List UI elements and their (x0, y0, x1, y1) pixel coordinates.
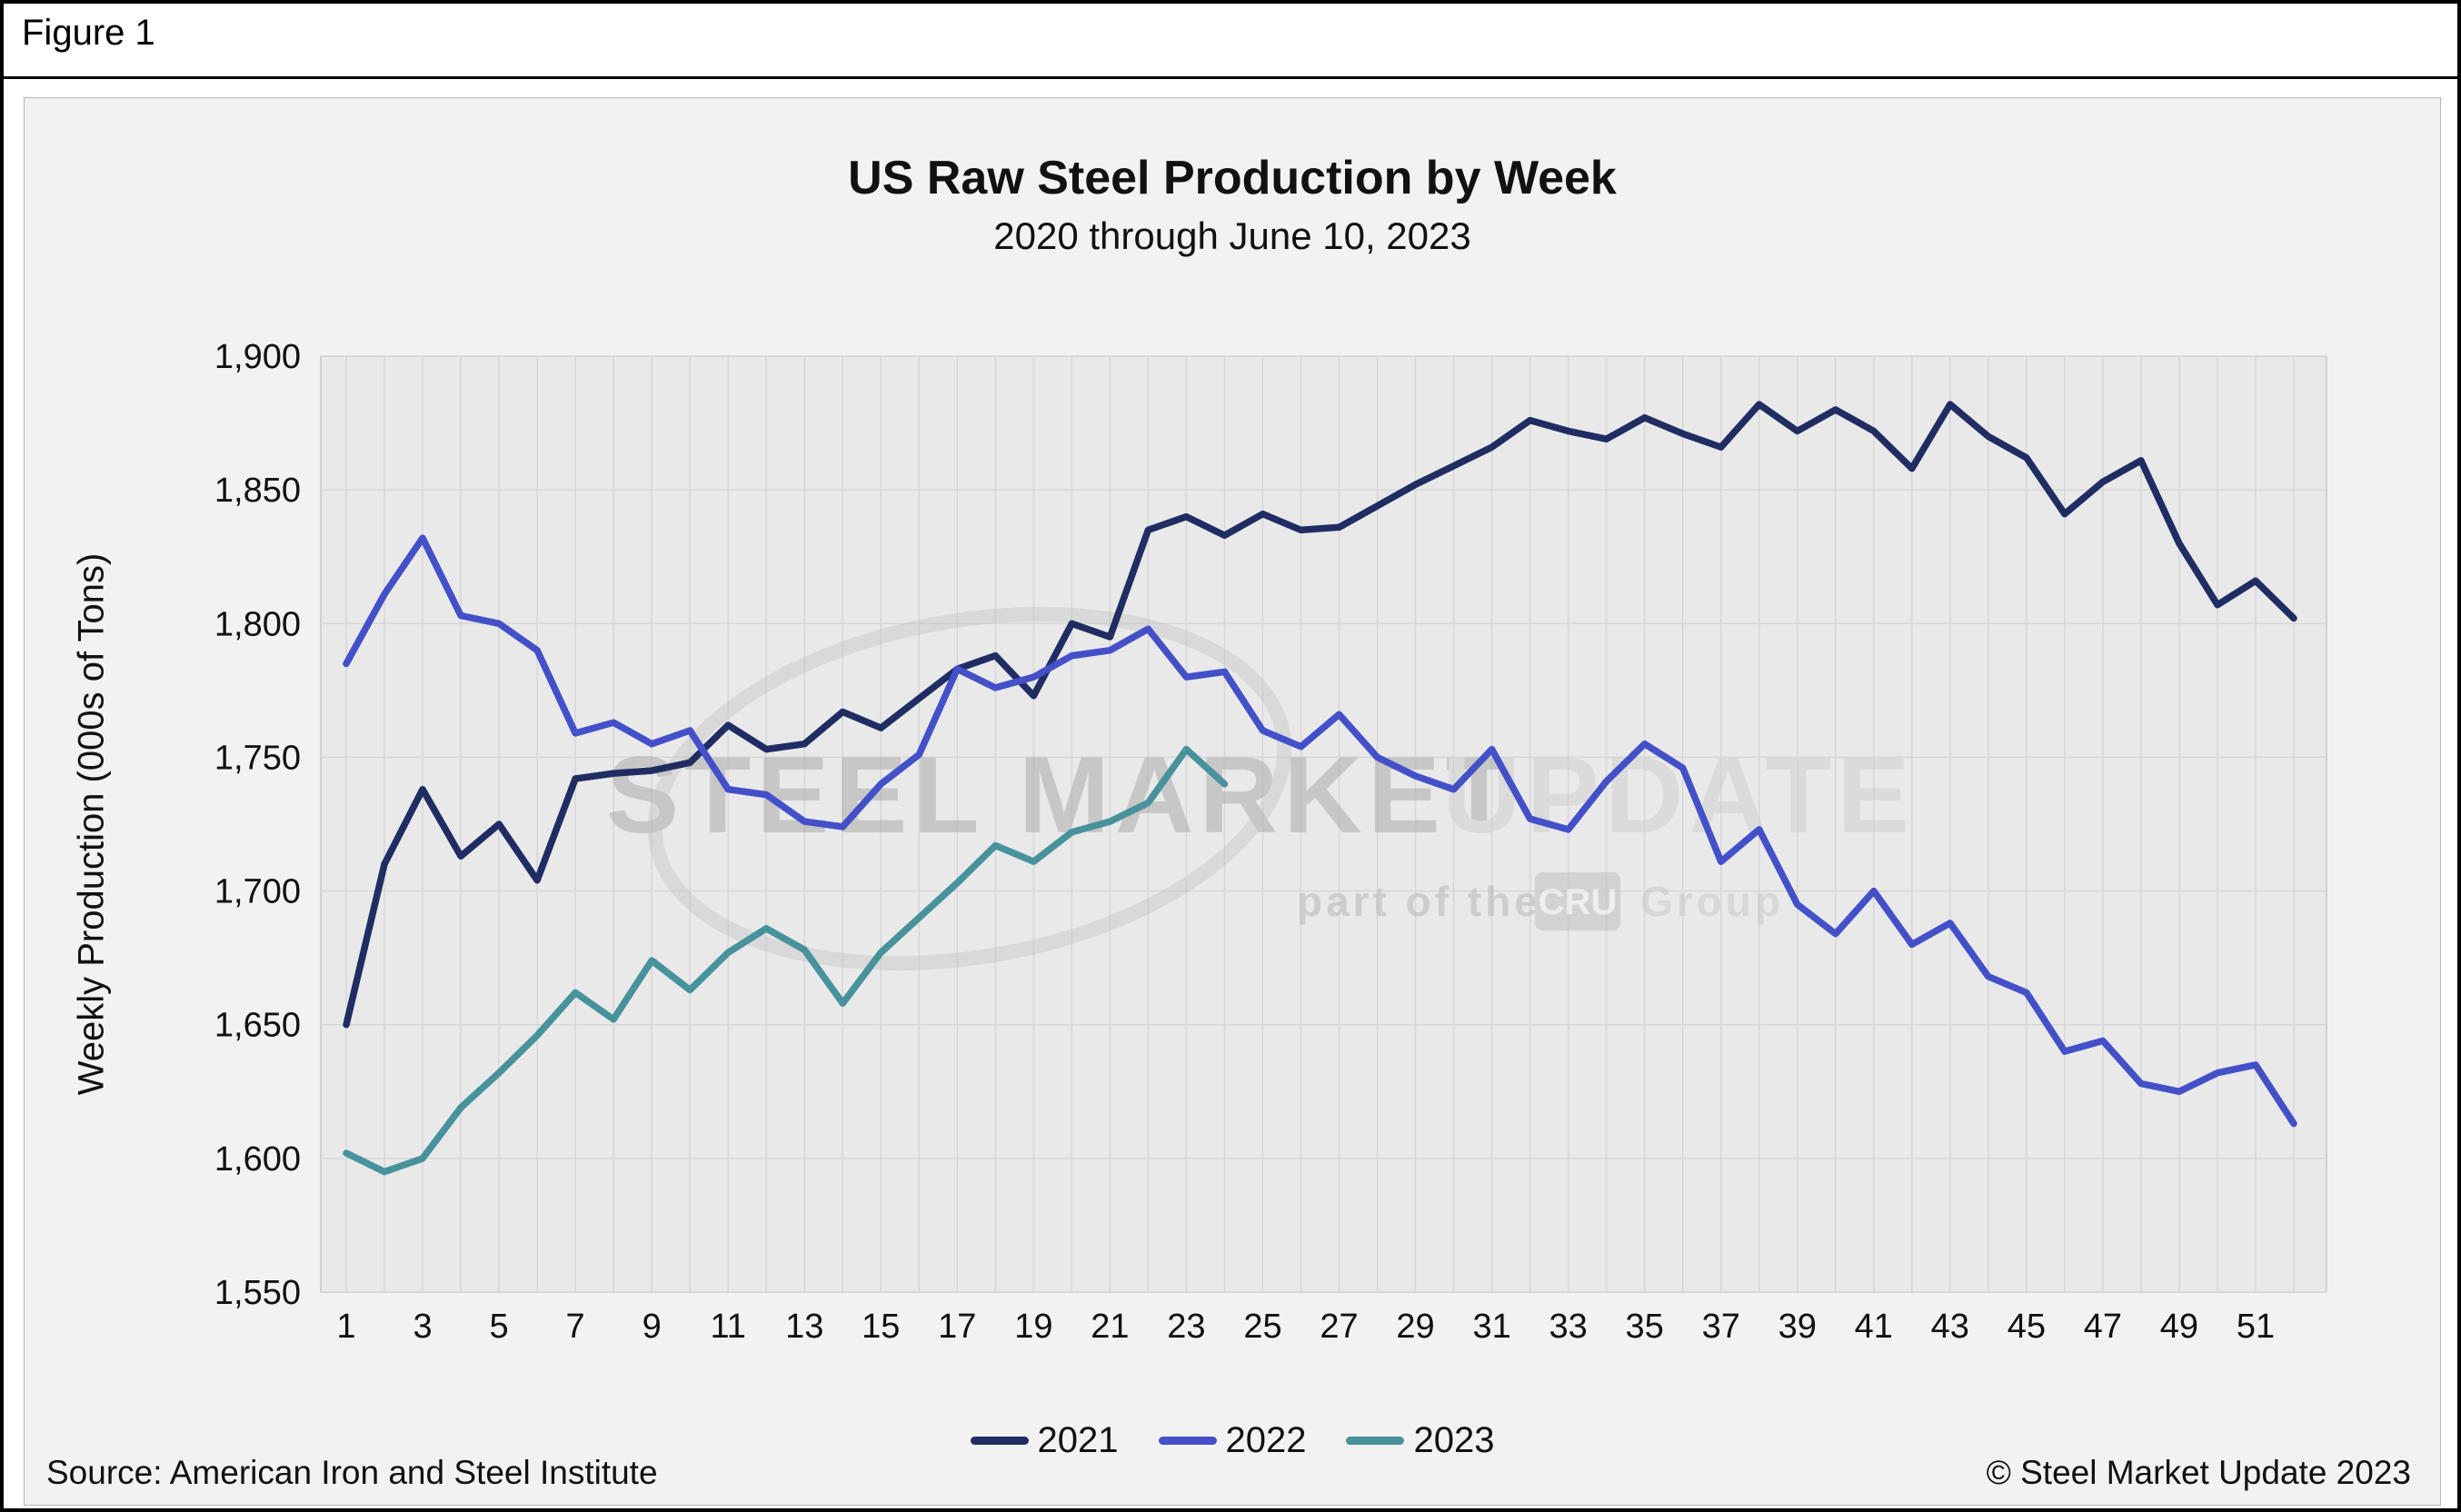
watermark-ellipse (647, 606, 1292, 971)
header-divider (4, 76, 2457, 79)
x-tick-label: 45 (2008, 1308, 2046, 1346)
x-tick-label: 51 (2237, 1308, 2275, 1346)
copyright-text: © Steel Market Update 2023 (1986, 1454, 2411, 1491)
legend-label: 2021 (1037, 1420, 1119, 1460)
legend-item-2021: 2021 (970, 1420, 1119, 1461)
watermark-tagline: part of the (1297, 878, 1541, 925)
figure-label: Figure 1 (22, 13, 155, 53)
x-tick-label: 47 (2084, 1308, 2122, 1346)
chart-title: US Raw Steel Production by Week (848, 152, 1617, 204)
y-tick-label: 1,900 (214, 338, 301, 376)
watermark-group-text: Group (1640, 878, 1784, 925)
x-tick-label: 3 (413, 1308, 432, 1346)
cru-logo (1535, 872, 1620, 930)
x-tick-label: 33 (1549, 1308, 1587, 1346)
chart-legend: 2021 2022 2023 (25, 1420, 2440, 1461)
y-axis-label: Weekly Production (000s of Tons) (71, 552, 112, 1096)
source-text: Source: American Iron and Steel Institut… (46, 1454, 658, 1491)
x-tick-label: 7 (566, 1308, 585, 1346)
x-tick-label: 41 (1855, 1308, 1893, 1346)
x-tick-label: 5 (490, 1308, 509, 1346)
x-tick-label: 29 (1396, 1308, 1434, 1346)
y-tick-label: 1,850 (214, 472, 301, 510)
x-tick-label: 13 (785, 1308, 823, 1346)
y-tick-label: 1,600 (214, 1140, 301, 1179)
y-tick-label: 1,550 (214, 1274, 301, 1312)
chart-subtitle: 2020 through June 10, 2023 (993, 214, 1471, 257)
legend-swatch (970, 1437, 1029, 1445)
x-tick-label: 39 (1778, 1308, 1817, 1346)
x-tick-label: 37 (1702, 1308, 1740, 1346)
series-line-2021 (343, 401, 2297, 1029)
legend-item-2023: 2023 (1346, 1420, 1494, 1461)
legend-swatch (1158, 1437, 1217, 1445)
x-tick-label: 1 (336, 1308, 355, 1346)
x-tick-label: 25 (1243, 1308, 1281, 1346)
series-line-2023 (343, 745, 1229, 1176)
x-tick-label: 23 (1167, 1308, 1205, 1346)
y-tick-label: 1,650 (214, 1007, 301, 1045)
x-tick-label: 15 (862, 1308, 900, 1346)
line-chart: 1,550 1,600 1,650 1,700 1,750 1,800 1,850 1,900… (214, 338, 2327, 1346)
x-tick-label: 35 (1626, 1308, 1664, 1346)
y-tick-label: 1,800 (214, 605, 301, 643)
chart-container: 1,550 1,600 1,650 1,700 1,750 1,800 1,850 1,900… (24, 97, 2441, 1506)
x-tick-label: 49 (2160, 1308, 2198, 1346)
cru-logo-text: CRU (1539, 882, 1618, 922)
series-line-2022 (343, 534, 2297, 1128)
legend-swatch (1346, 1437, 1405, 1445)
y-tick-label: 1,750 (214, 739, 301, 777)
x-tick-label: 9 (643, 1308, 662, 1346)
legend-item-2022: 2022 (1158, 1420, 1307, 1461)
plot-area (320, 355, 2327, 1293)
y-tick-label: 1,700 (214, 873, 301, 911)
x-tick-label: 31 (1472, 1308, 1510, 1346)
legend-label: 2022 (1225, 1420, 1307, 1460)
x-tick-label: 19 (1014, 1308, 1052, 1346)
x-tick-label: 27 (1320, 1308, 1358, 1346)
x-tick-label: 11 (710, 1308, 745, 1346)
x-tick-label: 21 (1091, 1308, 1129, 1346)
x-tick-label: 43 (1931, 1308, 1969, 1346)
legend-label: 2023 (1413, 1420, 1495, 1460)
x-tick-label: 17 (938, 1308, 976, 1346)
